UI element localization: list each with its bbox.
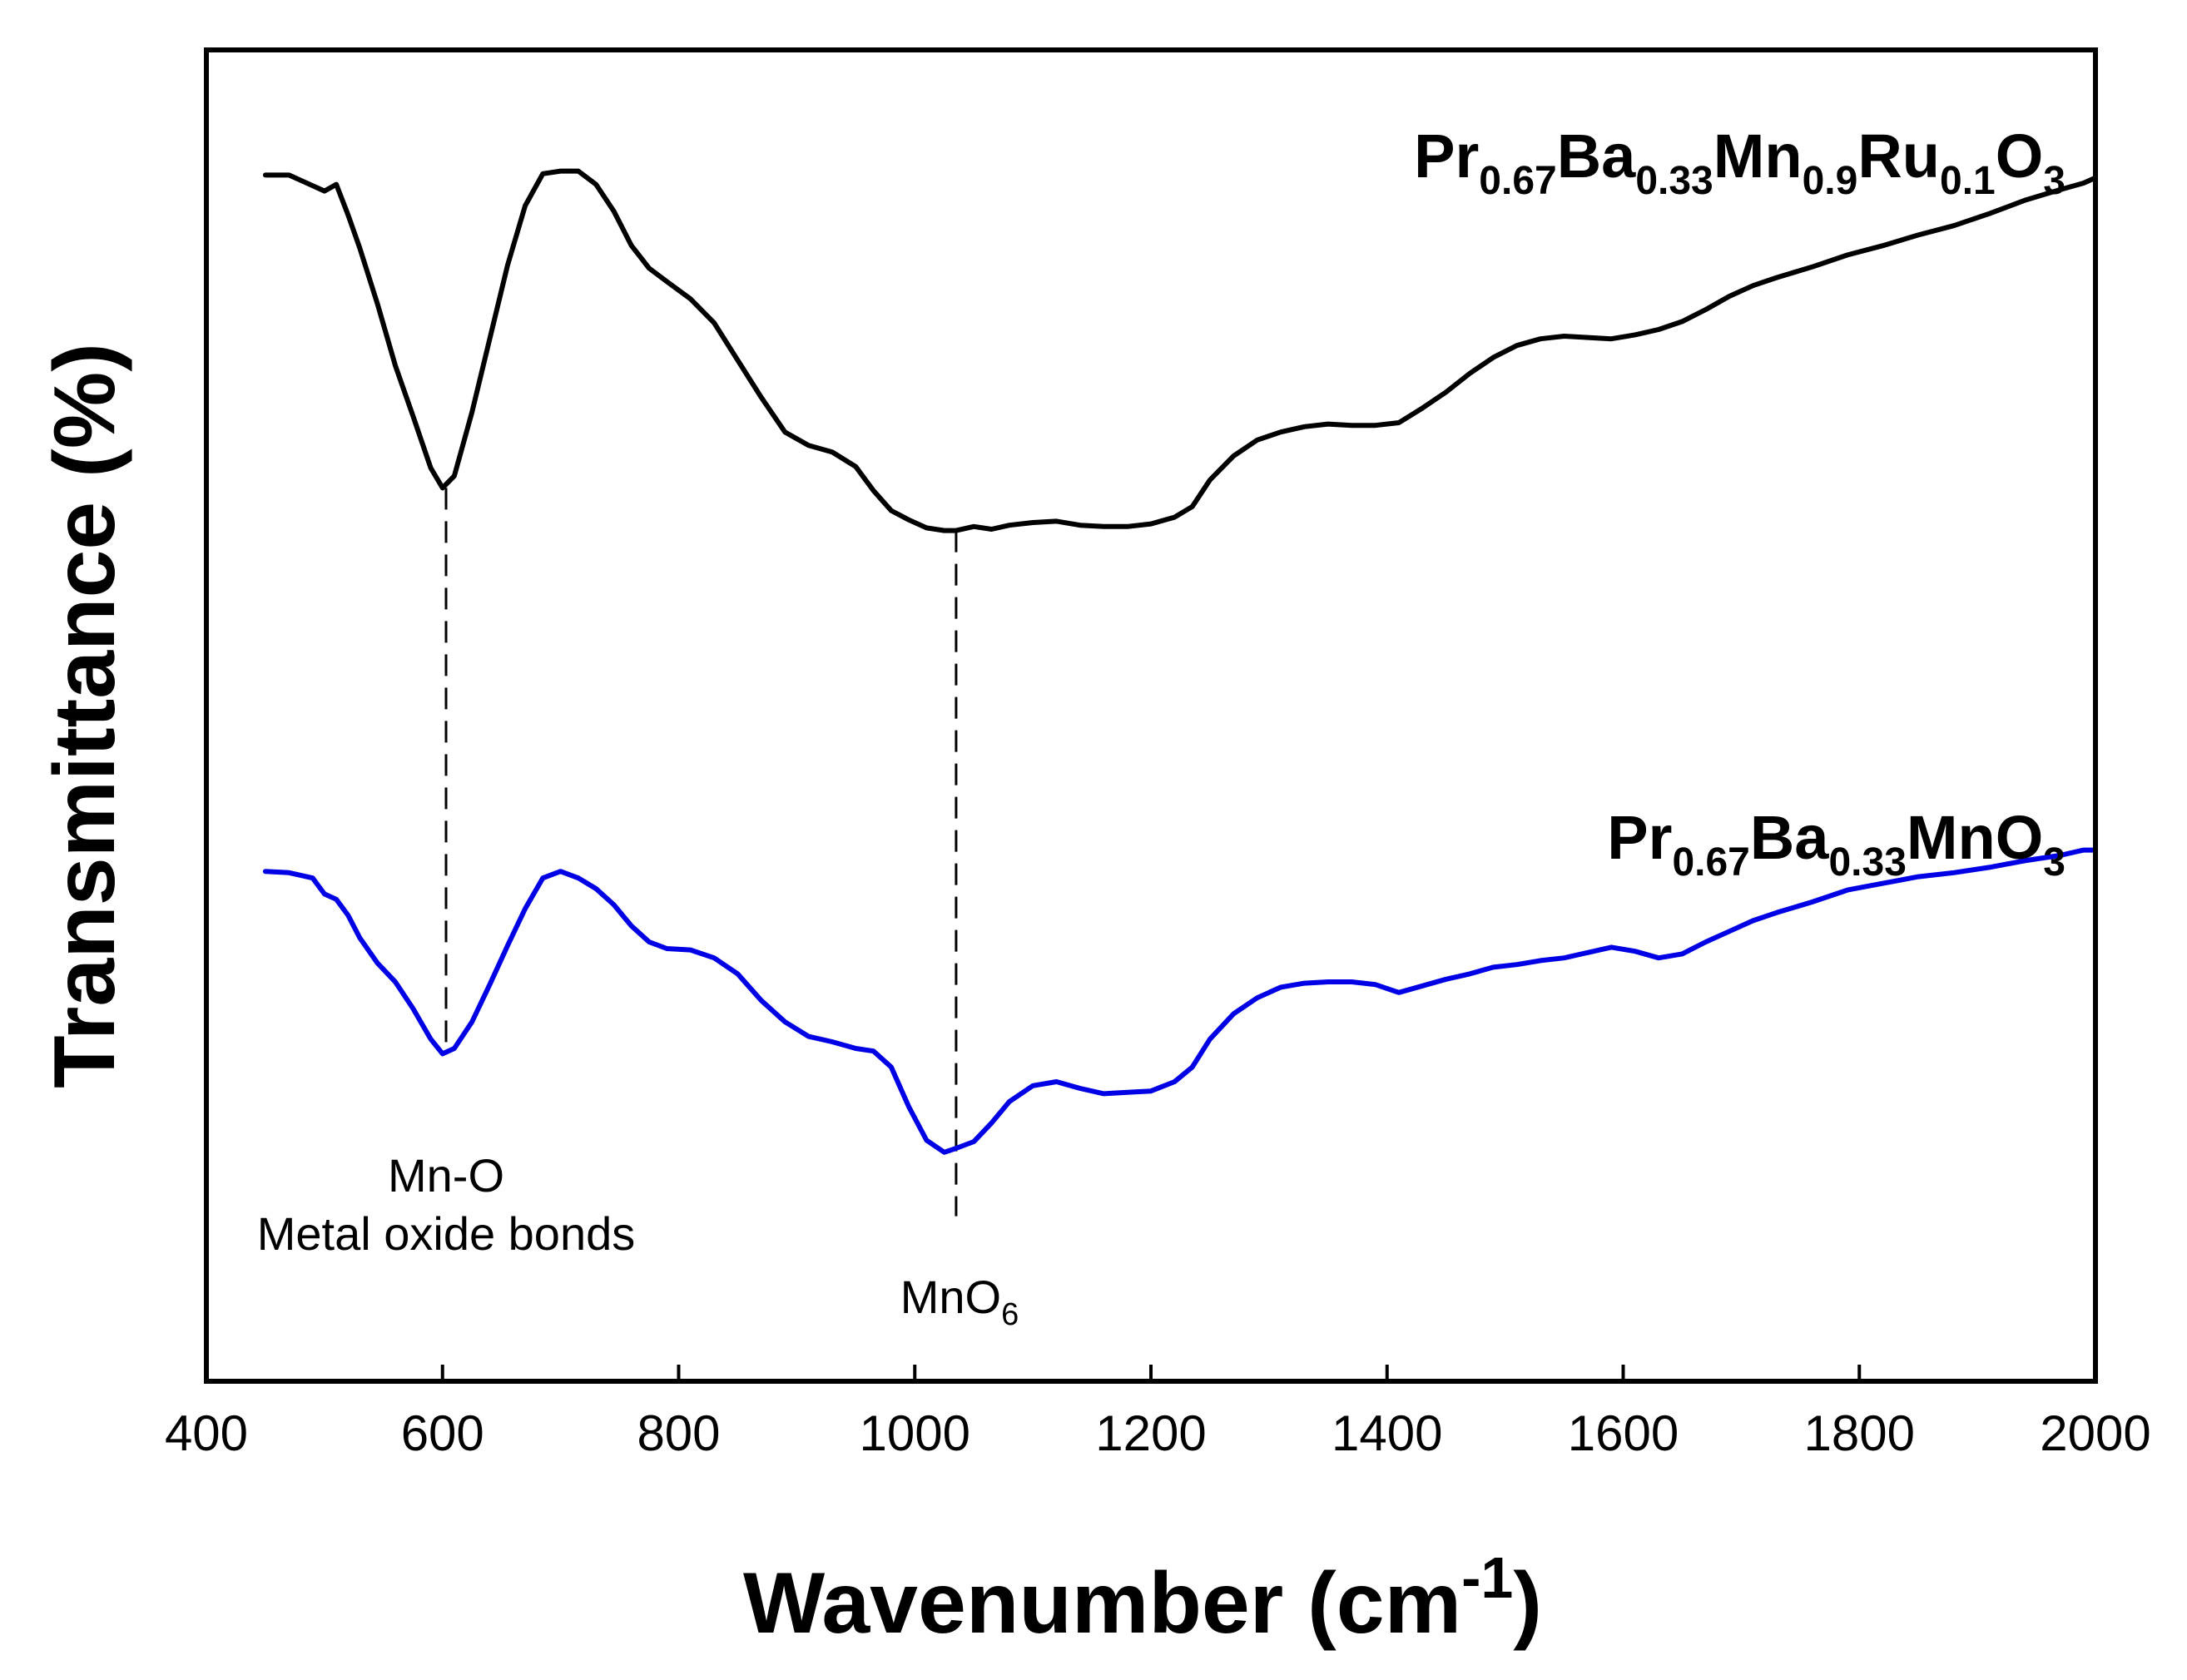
series-label-1-part-10: 3 [2043, 159, 2066, 203]
series-label-2-part-6: 3 [2043, 840, 2066, 885]
series-line-2 [262, 847, 2098, 1155]
x-axis-tick-labels: 400 600 800 1000 1200 1400 1600 1800 2000 [165, 1405, 2151, 1461]
y-axis-title: Transmittance (%) [37, 343, 133, 1088]
series-label-2-part-2: 0.67 [1672, 840, 1749, 885]
x-tick-label-1000: 1000 [860, 1405, 970, 1461]
metal-oxide-bonds-label: Metal oxide bonds [257, 1207, 636, 1260]
series-label-1-part-2: 0.67 [1479, 159, 1556, 203]
mn-o-label: Mn-O [388, 1149, 504, 1202]
mno6-label-main: MnO [900, 1271, 1001, 1323]
series-label-1-part-3: Ba [1557, 121, 1636, 191]
x-axis-title-sup: -1 [1461, 1545, 1513, 1610]
x-axis-title-main: Wavenumber (cm [743, 1555, 1461, 1652]
series-label-2-part-5: MnO [1907, 803, 2043, 872]
x-tick-label-1600: 1600 [1568, 1405, 1679, 1461]
series-label-1-part-7: Ru [1857, 121, 1940, 191]
reference-lines [444, 488, 958, 1217]
x-tick-label-1400: 1400 [1332, 1405, 1442, 1461]
x-axis-ticks [205, 1365, 2097, 1381]
x-tick-label-1800: 1800 [1804, 1405, 1915, 1461]
series-label-1-part-6: 0.9 [1803, 159, 1858, 203]
series-label-1-part-5: Mn [1713, 121, 1803, 191]
series-label-1: Pr0.67Ba0.33Mn0.9Ru0.1O3 [1414, 121, 2066, 203]
series-label-2-part-3: Ba [1750, 803, 1829, 872]
annotations: Mn-O Metal oxide bonds MnO6 [257, 1149, 1019, 1332]
x-tick-label-800: 800 [637, 1405, 720, 1461]
x-tick-label-2000: 2000 [2040, 1405, 2150, 1461]
x-axis-title-close: ) [1513, 1555, 1542, 1652]
series-label-2-part-1: Pr [1607, 803, 1672, 872]
mno6-label: MnO6 [900, 1271, 1019, 1332]
x-tick-label-600: 600 [401, 1405, 484, 1461]
series-label-1-part-4: 0.33 [1635, 159, 1713, 203]
x-axis-title: Wavenumber (cm-1) [743, 1545, 1542, 1652]
series-label-1-part-8: 0.1 [1940, 159, 1996, 203]
mno6-label-sub: 6 [1001, 1297, 1019, 1332]
x-tick-label-1200: 1200 [1095, 1405, 1206, 1461]
series-label-1-part-9: O [1996, 121, 2044, 191]
series-line-1 [262, 168, 2098, 533]
series-lines [262, 168, 2098, 1155]
series-label-2-part-4: 0.33 [1828, 840, 1906, 885]
series-label-2: Pr0.67Ba0.33MnO3 [1607, 803, 2066, 885]
series-label-1-part-1: Pr [1414, 121, 1479, 191]
x-tick-label-400: 400 [165, 1405, 248, 1461]
